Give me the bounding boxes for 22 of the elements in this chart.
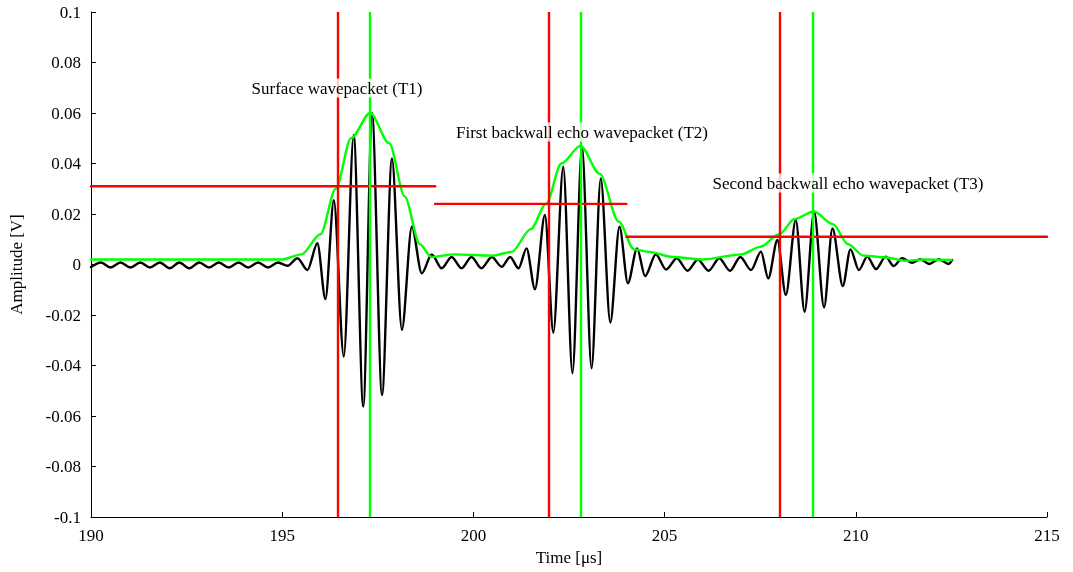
y-tick-label: 0.1: [59, 2, 81, 22]
y-tick-label: 0.04: [51, 154, 82, 173]
x-tick-label: 195: [269, 526, 295, 545]
y-tick-label: -0.08: [45, 457, 81, 476]
annotation: Second backwall echo wavepacket (T3): [712, 173, 984, 193]
y-tick-label: 0.02: [51, 204, 81, 224]
y-tick-label: 0: [72, 255, 81, 274]
x-tick-label: 190: [78, 526, 104, 545]
annotation: Surface wavepacket (T1): [251, 78, 423, 98]
annotation: First backwall echo wavepacket (T2): [455, 122, 709, 142]
y-axis-title: Amplitude [V]: [7, 214, 26, 315]
y-tick-label: 0.08: [51, 53, 81, 72]
x-tick-label: 210: [843, 526, 869, 545]
y-tick-label: -0.1: [54, 507, 81, 527]
x-tick-label: 200: [460, 526, 487, 545]
y-tick-label: -0.04: [45, 356, 82, 375]
x-tick-label: 205: [651, 526, 678, 545]
y-tick-label: -0.06: [45, 406, 81, 426]
y-tick-label: -0.02: [45, 305, 81, 325]
y-tick-label: 0.06: [51, 103, 81, 123]
x-tick-label: 215: [1034, 526, 1060, 545]
x-axis-title: Time [μs]: [535, 547, 603, 567]
